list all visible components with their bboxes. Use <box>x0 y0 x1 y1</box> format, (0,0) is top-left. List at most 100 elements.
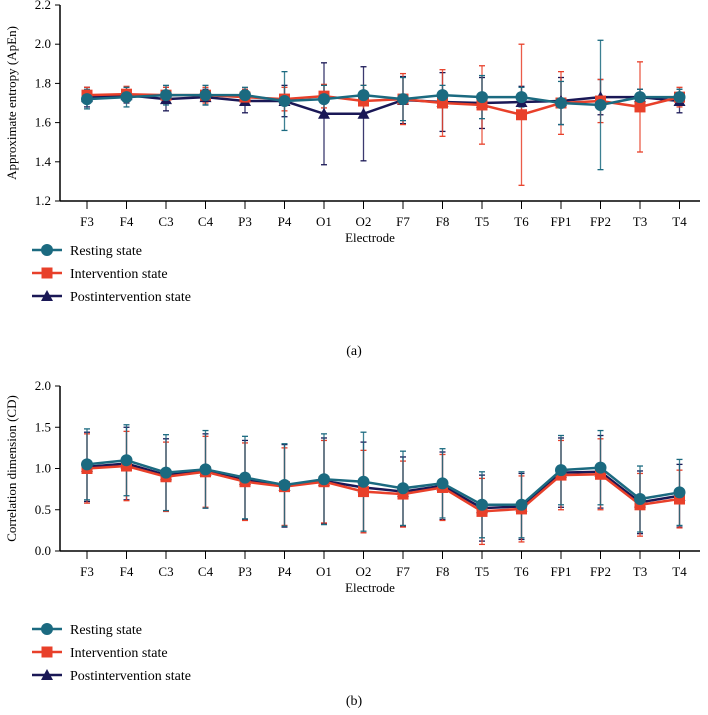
marker-circle <box>278 95 291 108</box>
legend-label: Postintervention state <box>70 669 191 684</box>
marker-circle <box>199 89 212 102</box>
marker-circle <box>634 91 646 104</box>
y-tick-label: 1.5 <box>35 419 51 434</box>
x-tick-label: F8 <box>436 214 450 229</box>
x-tick-label: FP1 <box>551 564 572 579</box>
marker-circle <box>41 623 53 635</box>
marker-circle <box>120 454 133 467</box>
marker-circle <box>555 464 567 477</box>
marker-triangle <box>41 669 53 680</box>
x-tick-label: F4 <box>120 214 134 229</box>
y-tick-label: 2.0 <box>35 378 51 393</box>
legend-label: Resting state <box>70 623 142 638</box>
marker-square <box>476 505 488 517</box>
x-tick-label: C4 <box>198 214 214 229</box>
series-line <box>86 458 680 507</box>
marker-triangle <box>357 107 370 119</box>
x-tick-label: F7 <box>396 214 410 229</box>
x-tick-label: P4 <box>278 214 292 229</box>
marker-triangle <box>41 290 53 301</box>
series-line <box>86 93 680 107</box>
series-line <box>86 93 680 116</box>
x-tick-label: T4 <box>672 214 687 229</box>
x-tick-label: P3 <box>238 564 252 579</box>
x-tick-label: FP2 <box>590 564 611 579</box>
marker-circle <box>318 93 330 106</box>
x-tick-label: T6 <box>514 564 529 579</box>
x-tick-label: T5 <box>475 214 489 229</box>
marker-square <box>437 97 448 109</box>
legend-label: Resting state <box>70 244 142 259</box>
x-tick-label: O2 <box>356 214 372 229</box>
x-tick-label: F4 <box>120 564 134 579</box>
x-tick-label: T4 <box>672 564 687 579</box>
marker-circle <box>634 493 646 506</box>
x-tick-label: F7 <box>396 564 410 579</box>
marker-circle <box>515 498 528 511</box>
x-tick-label: O1 <box>316 214 332 229</box>
y-axis-label: Correlation dimension (CD) <box>4 395 19 542</box>
marker-circle <box>239 471 251 484</box>
y-tick-label: 2.2 <box>35 0 51 12</box>
marker-circle <box>476 498 488 511</box>
marker-circle <box>357 475 370 488</box>
marker-circle <box>397 93 409 106</box>
series-line <box>86 464 680 513</box>
marker-circle <box>199 463 212 476</box>
marker-circle <box>436 89 449 102</box>
marker-circle <box>594 98 607 111</box>
marker-circle <box>357 89 370 102</box>
marker-circle <box>81 458 93 471</box>
x-axis-label: Electrode <box>345 580 395 595</box>
marker-circle <box>120 91 133 104</box>
y-tick-label: 1.2 <box>35 193 51 208</box>
marker-circle <box>81 93 93 106</box>
x-tick-label: T6 <box>514 214 529 229</box>
marker-circle <box>476 91 488 104</box>
marker-square <box>674 493 685 505</box>
x-tick-label: C4 <box>198 564 214 579</box>
x-tick-label: F3 <box>80 214 94 229</box>
marker-square <box>634 101 646 113</box>
x-tick-label: O1 <box>316 564 332 579</box>
panel-a: 1.2 1.4 1.6 1.8 2.0 2.2 F3 F4 C3 C4 P3 P4 O1 O2 F7 F8 T5… <box>4 0 700 359</box>
marker-square <box>595 468 606 480</box>
x-tick-label: O2 <box>356 564 372 579</box>
x-tick-label: P3 <box>238 214 252 229</box>
panel-caption: (b) <box>346 694 363 709</box>
marker-square <box>476 99 488 111</box>
marker-circle <box>515 91 528 104</box>
x-axis-label: Electrode <box>345 230 395 245</box>
panel-caption: (a) <box>346 344 362 359</box>
x-tick-label: F3 <box>80 564 94 579</box>
marker-circle <box>555 97 567 109</box>
x-tick-label: C3 <box>158 564 173 579</box>
x-tick-label: C3 <box>158 214 173 229</box>
marker-circle <box>397 482 409 495</box>
marker-circle <box>436 477 449 490</box>
marker-circle <box>41 244 53 256</box>
marker-square <box>358 486 369 498</box>
panel-b: 0.0 0.5 1.0 1.5 2.0 F3 F4 C3 C4 P3 P4 O1 O2 F7 F8 T5 T6 F… <box>4 378 700 709</box>
y-tick-label: 1.8 <box>35 75 51 90</box>
x-tick-label: FP1 <box>551 214 572 229</box>
marker-circle <box>673 91 686 104</box>
x-tick-label: P4 <box>278 564 292 579</box>
marker-square <box>41 267 53 279</box>
x-tick-label: F8 <box>436 564 450 579</box>
y-tick-label: 2.0 <box>35 36 51 51</box>
x-tick-label: FP2 <box>590 214 611 229</box>
marker-circle <box>239 89 251 102</box>
y-tick-label: 1.0 <box>35 461 51 476</box>
x-tick-label: T3 <box>633 564 647 579</box>
y-axis-label: Approximate entropy (ApEn) <box>4 26 19 180</box>
marker-square <box>516 109 527 121</box>
marker-circle <box>160 89 172 102</box>
x-tick-label: T3 <box>633 214 647 229</box>
marker-circle <box>278 479 291 491</box>
marker-circle <box>594 461 607 474</box>
y-tick-label: 1.4 <box>35 154 52 169</box>
marker-triangle <box>318 107 330 119</box>
marker-square <box>41 646 53 658</box>
